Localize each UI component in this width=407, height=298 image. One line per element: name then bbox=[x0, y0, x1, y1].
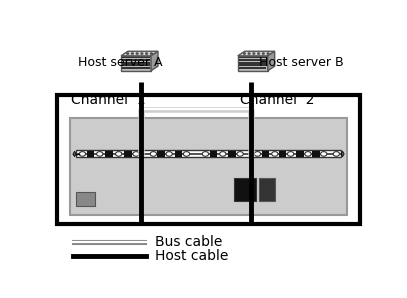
Text: Channel  2: Channel 2 bbox=[240, 93, 315, 107]
Bar bbox=[125, 151, 132, 157]
Bar bbox=[239, 57, 267, 58]
Circle shape bbox=[96, 152, 103, 156]
Polygon shape bbox=[341, 151, 344, 157]
Circle shape bbox=[131, 53, 133, 54]
Bar bbox=[239, 67, 267, 69]
Bar bbox=[296, 151, 304, 157]
Circle shape bbox=[127, 53, 129, 54]
Polygon shape bbox=[268, 51, 275, 71]
Bar bbox=[76, 153, 341, 155]
Circle shape bbox=[150, 152, 157, 156]
Circle shape bbox=[146, 53, 148, 54]
Text: Host cable: Host cable bbox=[155, 249, 228, 263]
Bar bbox=[312, 151, 319, 157]
Polygon shape bbox=[151, 51, 158, 71]
Circle shape bbox=[184, 152, 190, 156]
Text: Bus cable: Bus cable bbox=[155, 235, 222, 249]
Circle shape bbox=[305, 152, 311, 156]
Circle shape bbox=[151, 53, 152, 54]
Circle shape bbox=[220, 152, 226, 156]
Circle shape bbox=[253, 53, 255, 54]
Circle shape bbox=[258, 53, 260, 54]
Circle shape bbox=[202, 152, 208, 156]
Circle shape bbox=[243, 53, 245, 54]
Bar bbox=[121, 56, 151, 71]
Bar bbox=[76, 150, 341, 157]
Polygon shape bbox=[73, 151, 76, 157]
Circle shape bbox=[166, 152, 172, 156]
Text: Host server B: Host server B bbox=[259, 56, 344, 69]
Bar bbox=[239, 62, 267, 64]
Bar bbox=[87, 151, 94, 157]
Circle shape bbox=[254, 152, 260, 156]
Circle shape bbox=[272, 152, 278, 156]
Bar bbox=[123, 57, 150, 58]
Circle shape bbox=[263, 53, 264, 54]
Text: Channel  1: Channel 1 bbox=[71, 93, 146, 107]
Circle shape bbox=[141, 53, 143, 54]
Circle shape bbox=[237, 152, 243, 156]
Circle shape bbox=[136, 53, 138, 54]
Bar bbox=[239, 64, 267, 66]
Circle shape bbox=[116, 152, 122, 156]
Circle shape bbox=[267, 53, 269, 54]
Circle shape bbox=[333, 152, 339, 156]
Bar bbox=[123, 59, 150, 61]
Circle shape bbox=[133, 152, 139, 156]
Bar bbox=[262, 151, 269, 157]
Bar bbox=[76, 192, 95, 206]
Bar bbox=[123, 67, 150, 69]
Bar bbox=[57, 95, 360, 224]
Circle shape bbox=[79, 152, 85, 156]
Bar bbox=[158, 151, 165, 157]
Bar bbox=[279, 151, 287, 157]
Bar bbox=[70, 118, 347, 215]
Circle shape bbox=[321, 152, 327, 156]
Bar bbox=[175, 151, 182, 157]
Bar bbox=[238, 56, 268, 71]
Polygon shape bbox=[238, 51, 275, 56]
Polygon shape bbox=[121, 51, 158, 56]
Bar bbox=[210, 151, 217, 157]
Bar bbox=[228, 151, 236, 157]
Bar bbox=[105, 151, 113, 157]
Circle shape bbox=[287, 152, 294, 156]
Bar bbox=[234, 178, 256, 201]
Bar bbox=[239, 59, 267, 61]
Bar bbox=[123, 64, 150, 66]
Bar bbox=[259, 178, 275, 201]
Circle shape bbox=[248, 53, 250, 54]
Bar bbox=[123, 62, 150, 64]
Text: Host server A: Host server A bbox=[78, 56, 162, 69]
